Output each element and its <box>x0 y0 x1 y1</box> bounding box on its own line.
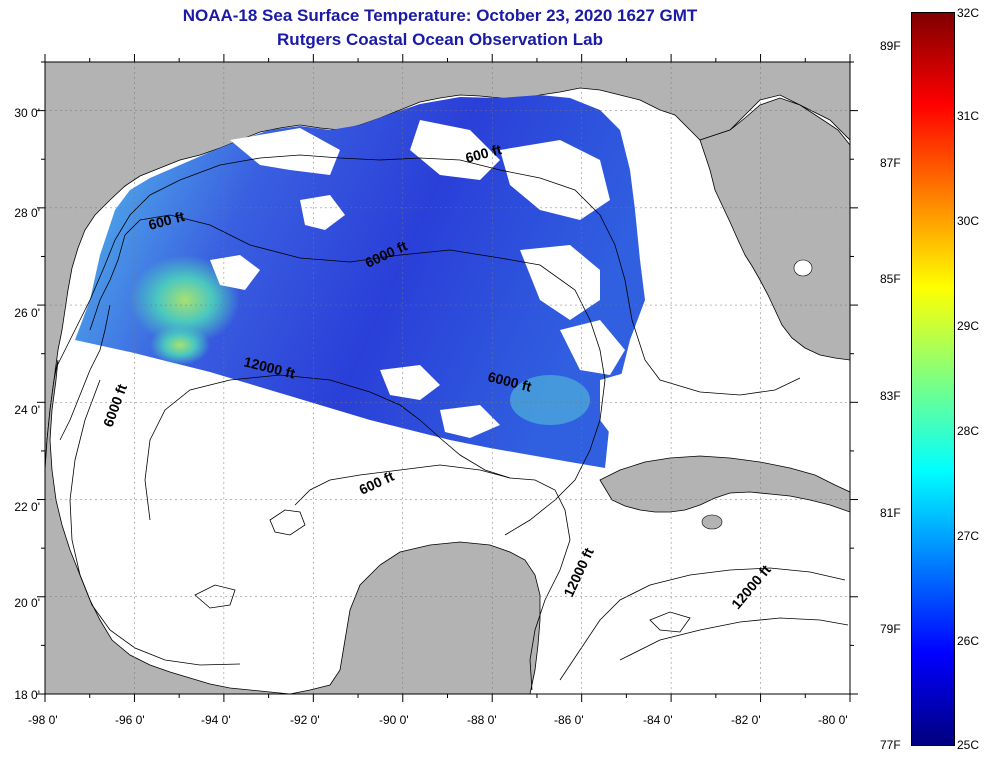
colorbar-celsius-label: 27C <box>957 529 980 543</box>
colorbar <box>911 12 955 746</box>
lon-label: -86 0' <box>554 713 584 727</box>
colorbar-celsius-label: 26C <box>957 634 980 648</box>
colorbar-fahrenheit-label: 79F <box>880 622 901 636</box>
land-cuba <box>599 455 850 513</box>
depth-contours <box>54 154 849 691</box>
colorbar-celsius-label: 30C <box>957 214 980 228</box>
colorbar-celsius-label: 32C <box>957 6 980 20</box>
lon-label: -88 0' <box>467 713 497 727</box>
colorbar-fahrenheit-label: 77F <box>880 738 901 752</box>
sst-swath <box>75 95 645 468</box>
colorbar-fahrenheit-label: 85F <box>880 272 901 286</box>
lon-label: -80 0' <box>818 713 848 727</box>
graticule <box>45 62 850 694</box>
colorbar-fahrenheit-label: 87F <box>880 156 901 170</box>
lat-label: 24 0' <box>14 403 40 417</box>
lon-label: -96 0' <box>115 713 145 727</box>
colorbar-fahrenheit-label: 89F <box>880 39 901 53</box>
land-yucatan <box>289 541 541 694</box>
lat-label: 18 0' <box>14 688 40 702</box>
lat-label: 20 0' <box>14 596 40 610</box>
land-florida <box>699 97 850 361</box>
lon-label: -98 0' <box>28 713 58 727</box>
colorbar-celsius-label: 28C <box>957 424 980 438</box>
colorbar-celsius-label: 31C <box>957 109 980 123</box>
axis-ticks <box>37 54 858 702</box>
colorbar-celsius-label: 25C <box>957 738 980 752</box>
lon-label: -92 0' <box>290 713 320 727</box>
lake-okeechobee <box>793 259 813 277</box>
land-isla-juventud <box>701 514 723 530</box>
colorbar-celsius-label: 29C <box>957 319 980 333</box>
lon-label: -94 0' <box>201 713 231 727</box>
colorbar-fahrenheit-label: 81F <box>880 506 901 520</box>
lat-label: 22 0' <box>14 500 40 514</box>
lon-label: -82 0' <box>731 713 761 727</box>
lat-label: 28 0' <box>14 206 40 220</box>
lon-label: -84 0' <box>643 713 673 727</box>
colorbar-fahrenheit-label: 83F <box>880 389 901 403</box>
lat-label: 26 0' <box>14 306 40 320</box>
map-subtitle: Rutgers Coastal Ocean Observation Lab <box>277 30 603 49</box>
lon-label: -90 0' <box>379 713 409 727</box>
lat-label: 30 0' <box>14 106 40 120</box>
map-title: NOAA-18 Sea Surface Temperature: October… <box>182 6 698 25</box>
